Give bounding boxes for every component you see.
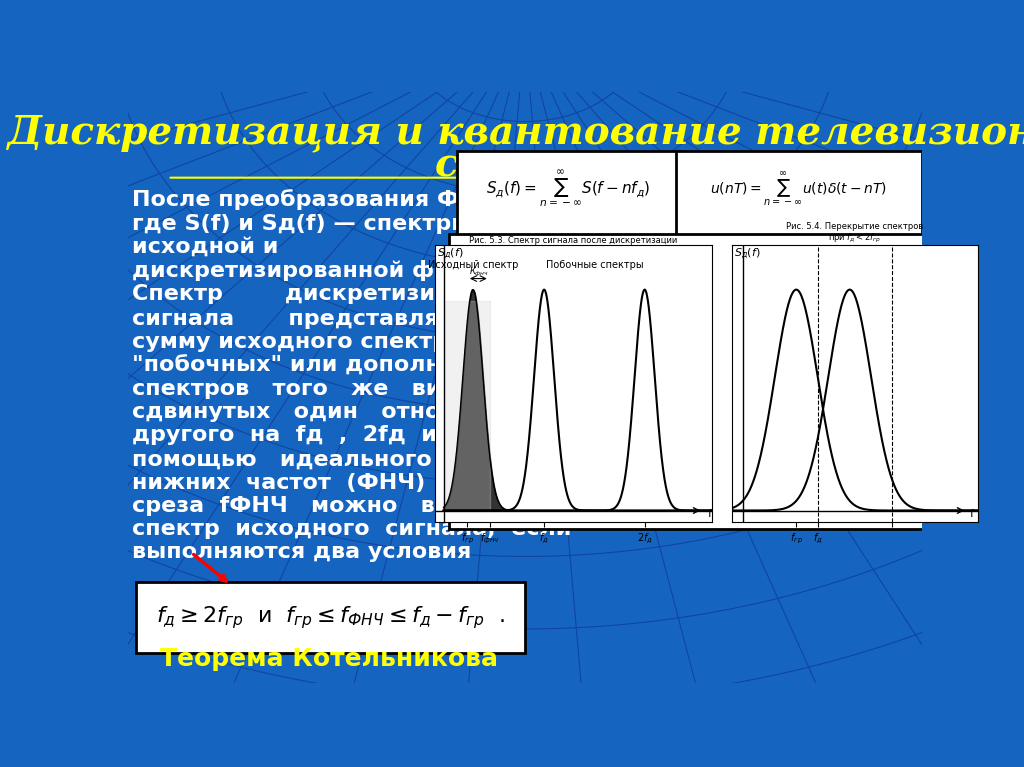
Text: Теорема Котельникова: Теорема Котельникова: [160, 647, 498, 671]
FancyBboxPatch shape: [458, 151, 680, 239]
Title: Рис. 5.4. Перекрытие спектров
при $f_д < 2f_{гр}$: Рис. 5.4. Перекрытие спектров при $f_д <…: [786, 222, 924, 245]
Text: 4.4. Дискретизация и квантование телевизионного: 4.4. Дискретизация и квантование телевиз…: [0, 114, 1024, 153]
Text: $S_д(f)$: $S_д(f)$: [734, 247, 761, 262]
Text: f: f: [708, 509, 712, 519]
FancyBboxPatch shape: [136, 582, 524, 653]
Text: Исходный спектр: Исходный спектр: [428, 259, 518, 269]
Text: $f_д \geq 2f_{гр}$  и  $f_{гр} \leq f_{ФНЧ} \leq f_д - f_{гр}$  .: $f_д \geq 2f_{гр}$ и $f_{гр} \leq f_{ФНЧ…: [156, 604, 505, 631]
Title: Рис. 5.3. Спектр сигнала после дискретизации: Рис. 5.3. Спектр сигнала после дискретиз…: [469, 235, 678, 245]
Text: сигнала: сигнала: [434, 146, 615, 185]
Text: $u(nT) = \sum_{n=-\infty}^{\infty} u(t)\delta(t - nT)$: $u(nT) = \sum_{n=-\infty}^{\infty} u(t)\…: [710, 170, 887, 209]
Text: Побочные спектры: Побочные спектры: [546, 259, 643, 269]
Text: $S_д(f) = \sum_{n=-\infty}^{\infty} S(f - nf_д)$: $S_д(f) = \sum_{n=-\infty}^{\infty} S(f …: [486, 169, 650, 210]
FancyBboxPatch shape: [450, 234, 926, 529]
FancyBboxPatch shape: [676, 151, 922, 239]
Text: $К_{фнч}$: $К_{фнч}$: [469, 265, 488, 278]
Text: $S_д(f)$: $S_д(f)$: [437, 247, 463, 262]
Text: f: f: [970, 509, 974, 519]
Text: После преобразования Фурье
где S(f) и Sд(f) — спектры
исходной и
дискретизирован: После преобразования Фурье где S(f) и Sд…: [132, 189, 596, 562]
